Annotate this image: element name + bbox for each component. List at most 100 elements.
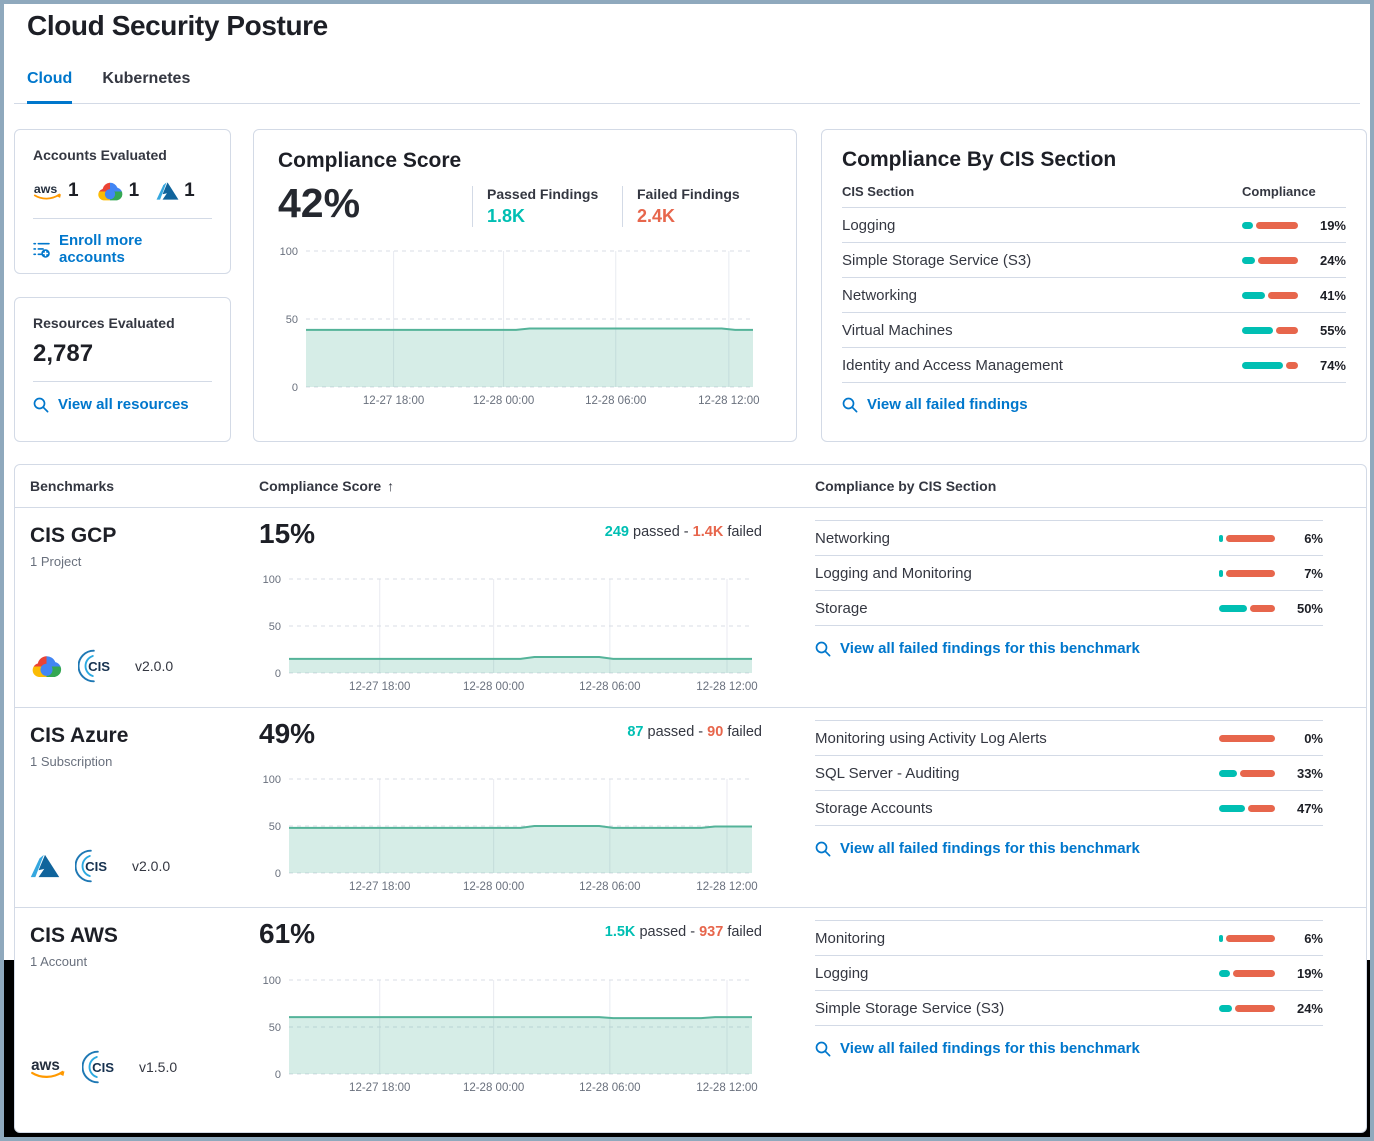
- view-failed-findings-benchmark-link[interactable]: View all failed findings for this benchm…: [815, 640, 1323, 657]
- svg-text:12-28 06:00: 12-28 06:00: [579, 881, 640, 893]
- card-divider: [33, 218, 212, 219]
- view-all-resources-link[interactable]: View all resources: [33, 396, 212, 413]
- passed-findings-stat: Passed Findings 1.8K: [472, 186, 622, 227]
- cis-section-name: Identity and Access Management: [842, 356, 1063, 374]
- cis-section-name: Logging: [842, 216, 896, 234]
- svg-text:50: 50: [269, 821, 281, 833]
- svg-text:12-28 12:00: 12-28 12:00: [696, 881, 757, 893]
- table-row: Monitoring using Activity Log Alerts 0%: [815, 721, 1323, 756]
- compliance-percentage: 50%: [1296, 600, 1323, 616]
- cis-gcp-trend-chart: 0 50 100 12-27 18:00 12-28 00:00 12-28 06:00 1…: [263, 574, 758, 693]
- compliance-distribution-bar: [1219, 734, 1275, 742]
- compliance-column-header: Compliance: [1242, 184, 1316, 199]
- magnifier-icon: [842, 397, 858, 412]
- azure-account-count: 1: [156, 180, 195, 202]
- svg-text:0: 0: [292, 382, 298, 394]
- svg-text:50: 50: [269, 1022, 281, 1034]
- svg-text:CIS: CIS: [88, 659, 110, 674]
- svg-text:aws: aws: [34, 182, 57, 196]
- table-row: Logging and Monitoring 7%: [815, 556, 1323, 591]
- benchmark-row-cis-azure: CIS Azure 1 Subscription CIS v2.0.0: [15, 708, 1366, 908]
- table-row: Networking 6%: [815, 521, 1323, 556]
- cis-logo-icon: CIS: [82, 1050, 114, 1084]
- accounts-evaluated-card: Accounts Evaluated aws 1: [14, 129, 231, 274]
- benchmarks-table: Benchmarks Compliance Score ↑ Compliance …: [14, 464, 1367, 1133]
- passed-word: passed -: [633, 524, 689, 540]
- failed-count: 1.4K: [692, 524, 724, 540]
- compliance-score-header-label: Compliance Score: [259, 478, 382, 494]
- compliance-percentage: 6%: [1304, 530, 1323, 546]
- provider-counts: aws 1: [33, 176, 212, 206]
- view-failed-findings-benchmark-link[interactable]: View all failed findings for this benchm…: [815, 1040, 1323, 1057]
- aws-logo-icon: aws: [31, 1057, 65, 1078]
- magnifier-icon: [33, 397, 49, 412]
- compliance-by-cis-section-card: Compliance By CIS Section CIS Section Co…: [821, 129, 1367, 442]
- compliance-percentage: 6%: [1304, 930, 1323, 946]
- svg-text:100: 100: [263, 975, 281, 987]
- benchmark-name: CIS GCP: [30, 524, 117, 547]
- cis-sections-mini-table: Networking 6% Logging and Monitoring 7% …: [815, 520, 1323, 626]
- passed-failed-summary: 1.5K passed - 937 failed: [259, 924, 762, 940]
- svg-text:12-28 00:00: 12-28 00:00: [473, 395, 534, 407]
- benchmark-version: v2.0.0: [132, 858, 171, 874]
- compliance-distribution-bar: [1219, 604, 1275, 612]
- tab-bar-divider: [14, 103, 1360, 104]
- compliance-score-column-header[interactable]: Compliance Score ↑: [259, 478, 815, 494]
- benchmark-subtitle: 1 Account: [30, 954, 88, 969]
- table-row: Virtual Machines 55%: [842, 313, 1346, 348]
- gcp-count: 1: [128, 180, 140, 201]
- tab-cloud[interactable]: Cloud: [27, 70, 73, 104]
- benchmark-subtitle: 1 Project: [30, 554, 82, 569]
- azure-logo-icon: [30, 854, 60, 878]
- view-failed-findings-benchmark-label: View all failed findings for this benchm…: [840, 640, 1140, 657]
- compliance-percentage: 33%: [1296, 765, 1323, 781]
- compliance-distribution-bar: [1219, 969, 1275, 977]
- compliance-distribution-bar: [1242, 361, 1298, 369]
- cis-sections-column-header: Compliance by CIS Section: [815, 478, 997, 494]
- card-divider: [33, 381, 212, 382]
- benchmark-row-cis-gcp: CIS GCP 1 Project: [15, 508, 1366, 708]
- svg-text:100: 100: [263, 774, 281, 786]
- view-failed-findings-benchmark-label: View all failed findings for this benchm…: [840, 840, 1140, 857]
- benchmark-version: v1.5.0: [139, 1059, 178, 1075]
- compliance-percentage: 47%: [1296, 800, 1323, 816]
- passed-count: 87: [627, 724, 644, 740]
- cis-sections-mini-table: Monitoring 6% Logging 19% Simple Storage…: [815, 920, 1323, 1026]
- enroll-more-accounts-link[interactable]: Enroll more accounts: [33, 232, 212, 266]
- overall-score-value: 42%: [278, 180, 361, 226]
- aws-logo-icon: aws: [33, 182, 61, 200]
- cis-section-card-title: Compliance By CIS Section: [842, 148, 1117, 171]
- magnifier-icon: [815, 841, 831, 856]
- svg-text:CIS: CIS: [92, 1060, 114, 1075]
- failed-count: 90: [707, 724, 724, 740]
- table-row: Storage Accounts 47%: [815, 791, 1323, 826]
- accounts-evaluated-title: Accounts Evaluated: [33, 147, 167, 163]
- benchmarks-table-header: Benchmarks Compliance Score ↑ Compliance …: [15, 465, 1366, 508]
- view-all-failed-findings-link[interactable]: View all failed findings: [842, 396, 1346, 413]
- cis-section-name: Logging: [815, 964, 869, 982]
- tab-kubernetes[interactable]: Kubernetes: [102, 70, 191, 87]
- cis-azure-trend-chart: 0 50 100 12-27 18:00 12-28 00:00 12-28 06:00 1…: [263, 774, 758, 893]
- passed-word: passed -: [639, 924, 696, 940]
- gcp-logo-icon: [32, 655, 62, 677]
- cis-section-name: SQL Server - Auditing: [815, 764, 960, 782]
- table-row: Simple Storage Service (S3) 24%: [842, 243, 1346, 278]
- table-row: Logging 19%: [815, 956, 1323, 991]
- cis-section-name: Networking: [815, 529, 891, 547]
- compliance-distribution-bar: [1242, 256, 1298, 264]
- svg-text:100: 100: [280, 246, 298, 258]
- benchmark-version: v2.0.0: [135, 658, 174, 674]
- cis-table-header: CIS Section Compliance: [842, 176, 1346, 208]
- svg-text:50: 50: [286, 314, 298, 326]
- benchmark-score: 49%: [259, 718, 316, 749]
- failed-word: failed: [727, 524, 762, 540]
- cis-logo-icon: CIS: [78, 649, 110, 683]
- svg-text:100: 100: [263, 574, 281, 586]
- azure-count: 1: [184, 180, 195, 201]
- benchmark-score: 61%: [259, 918, 316, 949]
- view-failed-findings-benchmark-link[interactable]: View all failed findings for this benchm…: [815, 840, 1323, 857]
- passed-failed-summary: 87 passed - 90 failed: [259, 724, 762, 740]
- table-row: Simple Storage Service (S3) 24%: [815, 991, 1323, 1026]
- table-row: Monitoring 6%: [815, 921, 1323, 956]
- compliance-percentage: 7%: [1304, 565, 1323, 581]
